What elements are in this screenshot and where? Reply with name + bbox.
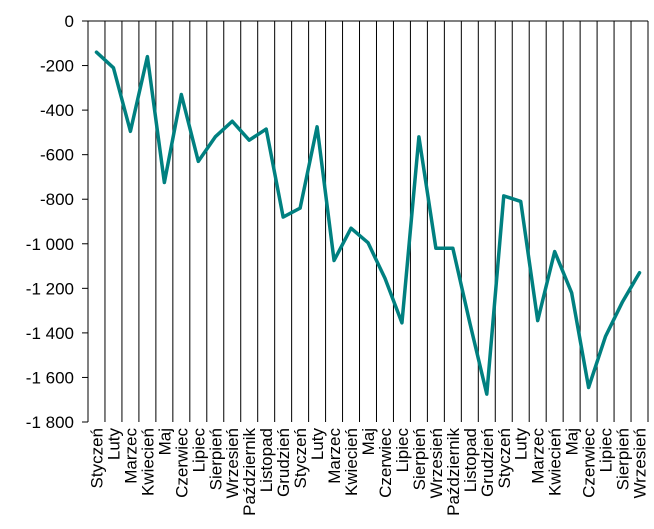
x-tick-label: Październik [444,428,463,516]
x-tick-label: Wrzesień [631,428,650,499]
x-tick-label: Czerwiec [172,428,191,498]
x-tick-label: Luty [308,428,327,461]
x-tick-label: Listopad [257,428,276,492]
x-tick-label: Maj [155,428,174,455]
x-tick-label: Wrzesień [427,428,446,499]
y-tick-label: -400 [40,101,74,120]
y-tick-label: -1 800 [26,413,74,432]
x-tick-label: Grudzień [478,428,497,497]
x-tick-label: Styczeń [87,428,106,488]
x-tick-label: Sierpień [614,428,633,490]
x-tick-label: Styczeń [291,428,310,488]
x-tick-label: Czerwiec [580,428,599,498]
vertical-gridlines [104,21,649,422]
y-axis-tick-labels: 0 -200 -400 -600 -800 -1 000 -1 200 -1 400 -1 60… [26,12,74,432]
x-tick-label: Kwiecień [138,428,157,496]
y-tick-label: 0 [65,12,74,31]
x-tick-label: Sierpień [410,428,429,490]
y-tick-label: -1 400 [26,324,74,343]
x-tick-label: Marzec [121,428,140,484]
x-tick-label: Grudzień [274,428,293,497]
x-tick-label: Marzec [325,428,344,484]
x-tick-label: Listopad [461,428,480,492]
axes [82,20,648,423]
x-tick-label: Kwiecień [546,428,565,496]
x-tick-label: Wrzesień [223,428,242,499]
y-tick-label: -200 [40,57,74,76]
x-tick-label: Marzec [529,428,548,484]
x-axis-tick-labels: StyczeńLutyMarzecKwiecieńMajCzerwiecLipi… [87,428,649,516]
x-tick-label: Luty [104,428,123,461]
x-tick-label: Maj [359,428,378,455]
x-tick-label: Luty [512,428,531,461]
series-line [94,50,642,396]
y-tick-label: -1 600 [26,368,74,387]
y-tick-label: -1 000 [26,235,74,254]
x-tick-label: Sierpień [206,428,225,490]
x-tick-label: Styczeń [495,428,514,488]
x-tick-label: Czerwiec [376,428,395,498]
x-tick-label: Lipiec [597,428,616,473]
y-tick-label: -600 [40,146,74,165]
x-tick-label: Październik [240,428,259,516]
y-tick-label: -1 200 [26,279,74,298]
x-tick-label: Lipiec [189,428,208,473]
x-tick-label: Lipiec [393,428,412,473]
x-tick-label: Maj [563,428,582,455]
x-tick-label: Kwiecień [342,428,361,496]
y-tick-label: -800 [40,190,74,209]
series-layer [94,50,642,396]
